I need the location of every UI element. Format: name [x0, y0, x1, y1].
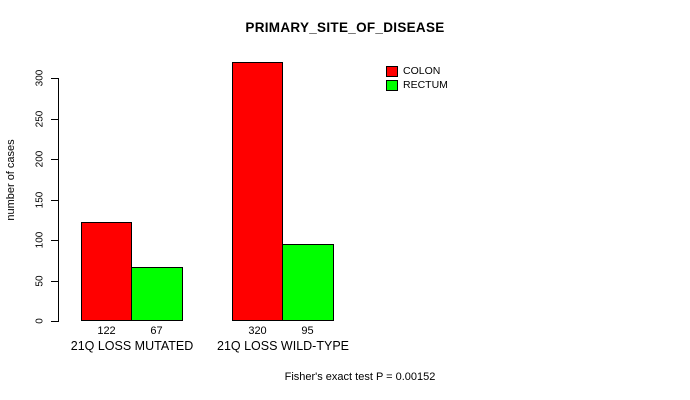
- y-tick-mark: [51, 78, 58, 79]
- bar-rectum-1: [131, 267, 183, 321]
- y-tick-label: 0: [34, 318, 46, 324]
- legend-label: COLON: [403, 65, 441, 77]
- y-tick-mark: [51, 321, 58, 322]
- y-tick-label: 150: [34, 191, 46, 209]
- legend: COLON RECTUM: [386, 64, 448, 92]
- bar-value-label: 95: [301, 325, 314, 337]
- y-axis-label: number of cases: [5, 139, 17, 221]
- bar-value-label: 67: [150, 325, 163, 337]
- y-tick-label: 200: [34, 150, 46, 168]
- legend-item-rectum: RECTUM: [386, 78, 448, 92]
- bar-colon-1: [81, 222, 132, 321]
- bar-rectum-2: [282, 244, 334, 321]
- y-tick-mark: [51, 200, 58, 201]
- y-tick-label: 100: [34, 231, 46, 249]
- y-tick-mark: [51, 281, 58, 282]
- legend-swatch: [386, 65, 398, 77]
- y-tick-label: 300: [34, 69, 46, 87]
- footnote-fisher-test: Fisher's exact test P = 0.00152: [284, 371, 436, 383]
- legend-item-colon: COLON: [386, 64, 448, 78]
- bar-value-label: 122: [97, 325, 116, 337]
- bar-value-label: 320: [248, 325, 267, 337]
- y-tick-mark: [51, 240, 58, 241]
- legend-label: RECTUM: [403, 79, 448, 91]
- y-tick-mark: [51, 159, 58, 160]
- chart-title: PRIMARY_SITE_OF_DISEASE: [245, 20, 445, 35]
- y-tick-label: 50: [34, 275, 46, 287]
- bar-colon-2: [232, 62, 283, 321]
- category-label: 21Q LOSS WILD-TYPE: [217, 339, 349, 353]
- y-axis-line: [58, 78, 59, 322]
- y-tick-mark: [51, 119, 58, 120]
- legend-swatch: [386, 79, 398, 91]
- category-label: 21Q LOSS MUTATED: [70, 339, 194, 353]
- y-tick-label: 250: [34, 110, 46, 128]
